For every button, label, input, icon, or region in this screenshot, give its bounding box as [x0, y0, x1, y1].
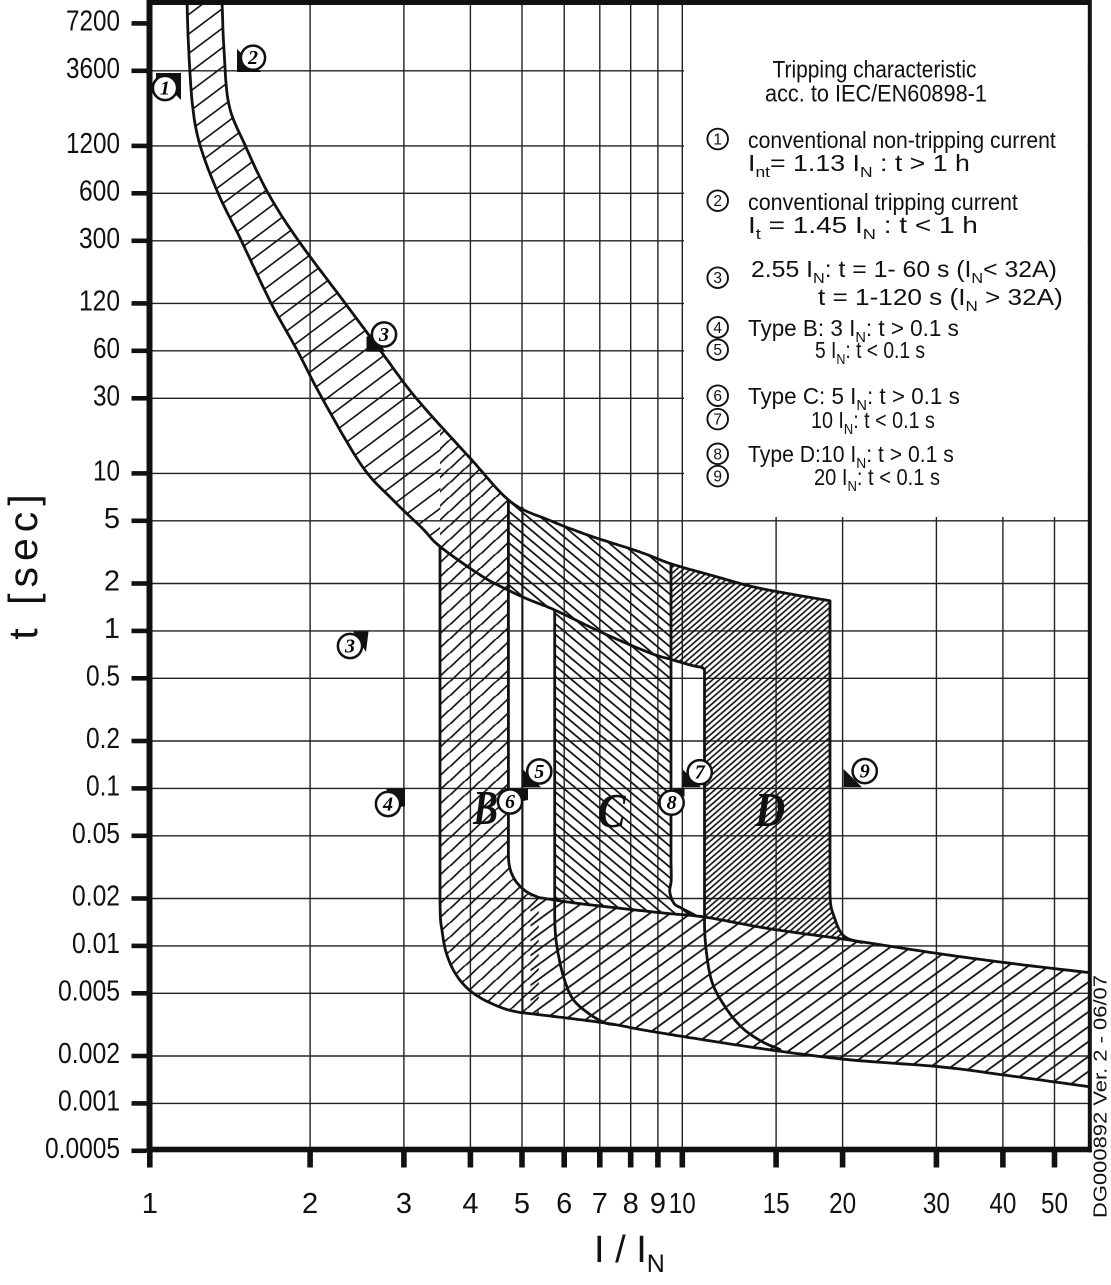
svg-text:Type D:10 IN: t > 0.1 s: Type D:10 IN: t > 0.1 s	[748, 441, 954, 472]
svg-text:acc. to IEC/EN60898-1: acc. to IEC/EN60898-1	[765, 79, 987, 106]
svg-text:5: 5	[713, 342, 722, 359]
svg-text:2.55 IN: t = 1- 60 s (IN< 32A): 2.55 IN: t = 1- 60 s (IN< 32A)	[751, 257, 1057, 287]
svg-text:3: 3	[396, 1188, 412, 1220]
svg-text:0.002: 0.002	[58, 1038, 120, 1070]
svg-text:3: 3	[344, 636, 355, 658]
svg-text:7: 7	[695, 762, 706, 784]
svg-text:Type B: 3 IN: t > 0.1 s: Type B: 3 IN: t > 0.1 s	[748, 315, 959, 346]
svg-text:0.05: 0.05	[72, 818, 120, 850]
svg-text:3: 3	[378, 324, 389, 346]
svg-text:50: 50	[1041, 1188, 1068, 1220]
svg-text:1: 1	[713, 132, 722, 149]
svg-text:4: 4	[382, 794, 393, 816]
svg-text:2: 2	[713, 193, 722, 210]
svg-text:10 IN: t < 0.1 s: 10 IN: t < 0.1 s	[811, 408, 935, 438]
svg-text:300: 300	[79, 223, 120, 255]
svg-text:1: 1	[142, 1188, 158, 1220]
svg-text:8: 8	[667, 792, 677, 814]
svg-text:60: 60	[93, 333, 120, 365]
svg-text:0.2: 0.2	[86, 723, 120, 755]
svg-text:7: 7	[713, 412, 722, 429]
svg-text:t = 1-120 s (IN > 32A): t = 1-120 s (IN > 32A)	[818, 285, 1063, 314]
svg-text:7: 7	[592, 1188, 608, 1220]
svg-text:DG000892 Ver. 2 - 06/07: DG000892 Ver. 2 - 06/07	[1090, 975, 1111, 1218]
svg-text:5 IN: t < 0.1 s: 5 IN: t < 0.1 s	[815, 338, 925, 367]
svg-text:Tripping characteristic: Tripping characteristic	[773, 56, 977, 83]
svg-text:0.1: 0.1	[86, 770, 120, 802]
svg-text:8: 8	[623, 1188, 639, 1220]
svg-text:8: 8	[713, 446, 722, 463]
svg-text:7200: 7200	[66, 5, 120, 37]
svg-text:6: 6	[556, 1188, 572, 1220]
svg-text:10: 10	[93, 455, 120, 487]
svg-text:t [sec]: t [sec]	[0, 488, 46, 639]
svg-text:10: 10	[669, 1188, 696, 1220]
svg-text:600: 600	[79, 175, 120, 207]
svg-text:4: 4	[713, 320, 722, 337]
svg-text:5: 5	[514, 1188, 530, 1220]
svg-text:1: 1	[160, 78, 170, 100]
svg-text:30: 30	[93, 380, 120, 412]
svg-text:3600: 3600	[66, 53, 120, 85]
svg-text:20: 20	[829, 1188, 856, 1220]
svg-text:40: 40	[989, 1188, 1016, 1220]
svg-text:4: 4	[462, 1188, 478, 1220]
svg-text:15: 15	[763, 1188, 790, 1220]
svg-text:2: 2	[302, 1188, 318, 1220]
svg-text:1: 1	[104, 613, 120, 645]
svg-text:D: D	[754, 782, 785, 837]
svg-text:6: 6	[713, 388, 722, 405]
svg-text:9: 9	[860, 761, 870, 783]
svg-text:C: C	[598, 783, 626, 838]
svg-text:0.001: 0.001	[58, 1085, 120, 1117]
svg-text:3: 3	[713, 270, 722, 287]
svg-text:0.0005: 0.0005	[45, 1133, 120, 1165]
svg-text:Type C: 5 IN: t > 0.1 s: Type C: 5 IN: t > 0.1 s	[748, 383, 960, 414]
svg-text:0.005: 0.005	[58, 975, 120, 1007]
svg-text:5: 5	[104, 503, 120, 535]
svg-text:9: 9	[650, 1188, 666, 1220]
svg-text:9: 9	[713, 469, 722, 486]
svg-text:0.01: 0.01	[72, 928, 120, 960]
svg-text:conventional tripping current: conventional tripping current	[748, 189, 1019, 215]
svg-text:30: 30	[923, 1188, 950, 1220]
svg-text:2: 2	[247, 47, 258, 69]
svg-text:1200: 1200	[66, 128, 120, 160]
svg-text:B: B	[472, 781, 498, 835]
svg-text:2: 2	[104, 566, 120, 598]
svg-text:conventional non-tripping curr: conventional non-tripping current	[748, 127, 1056, 153]
svg-text:0.5: 0.5	[86, 660, 120, 692]
svg-text:0.02: 0.02	[72, 881, 120, 913]
svg-text:20 IN: t < 0.1 s: 20 IN: t < 0.1 s	[814, 464, 940, 495]
svg-text:6: 6	[505, 791, 515, 813]
svg-text:5: 5	[534, 761, 544, 783]
svg-text:Int= 1.13 IN : t > 1 h: Int= 1.13 IN : t > 1 h	[748, 151, 970, 181]
svg-text:120: 120	[79, 285, 120, 317]
